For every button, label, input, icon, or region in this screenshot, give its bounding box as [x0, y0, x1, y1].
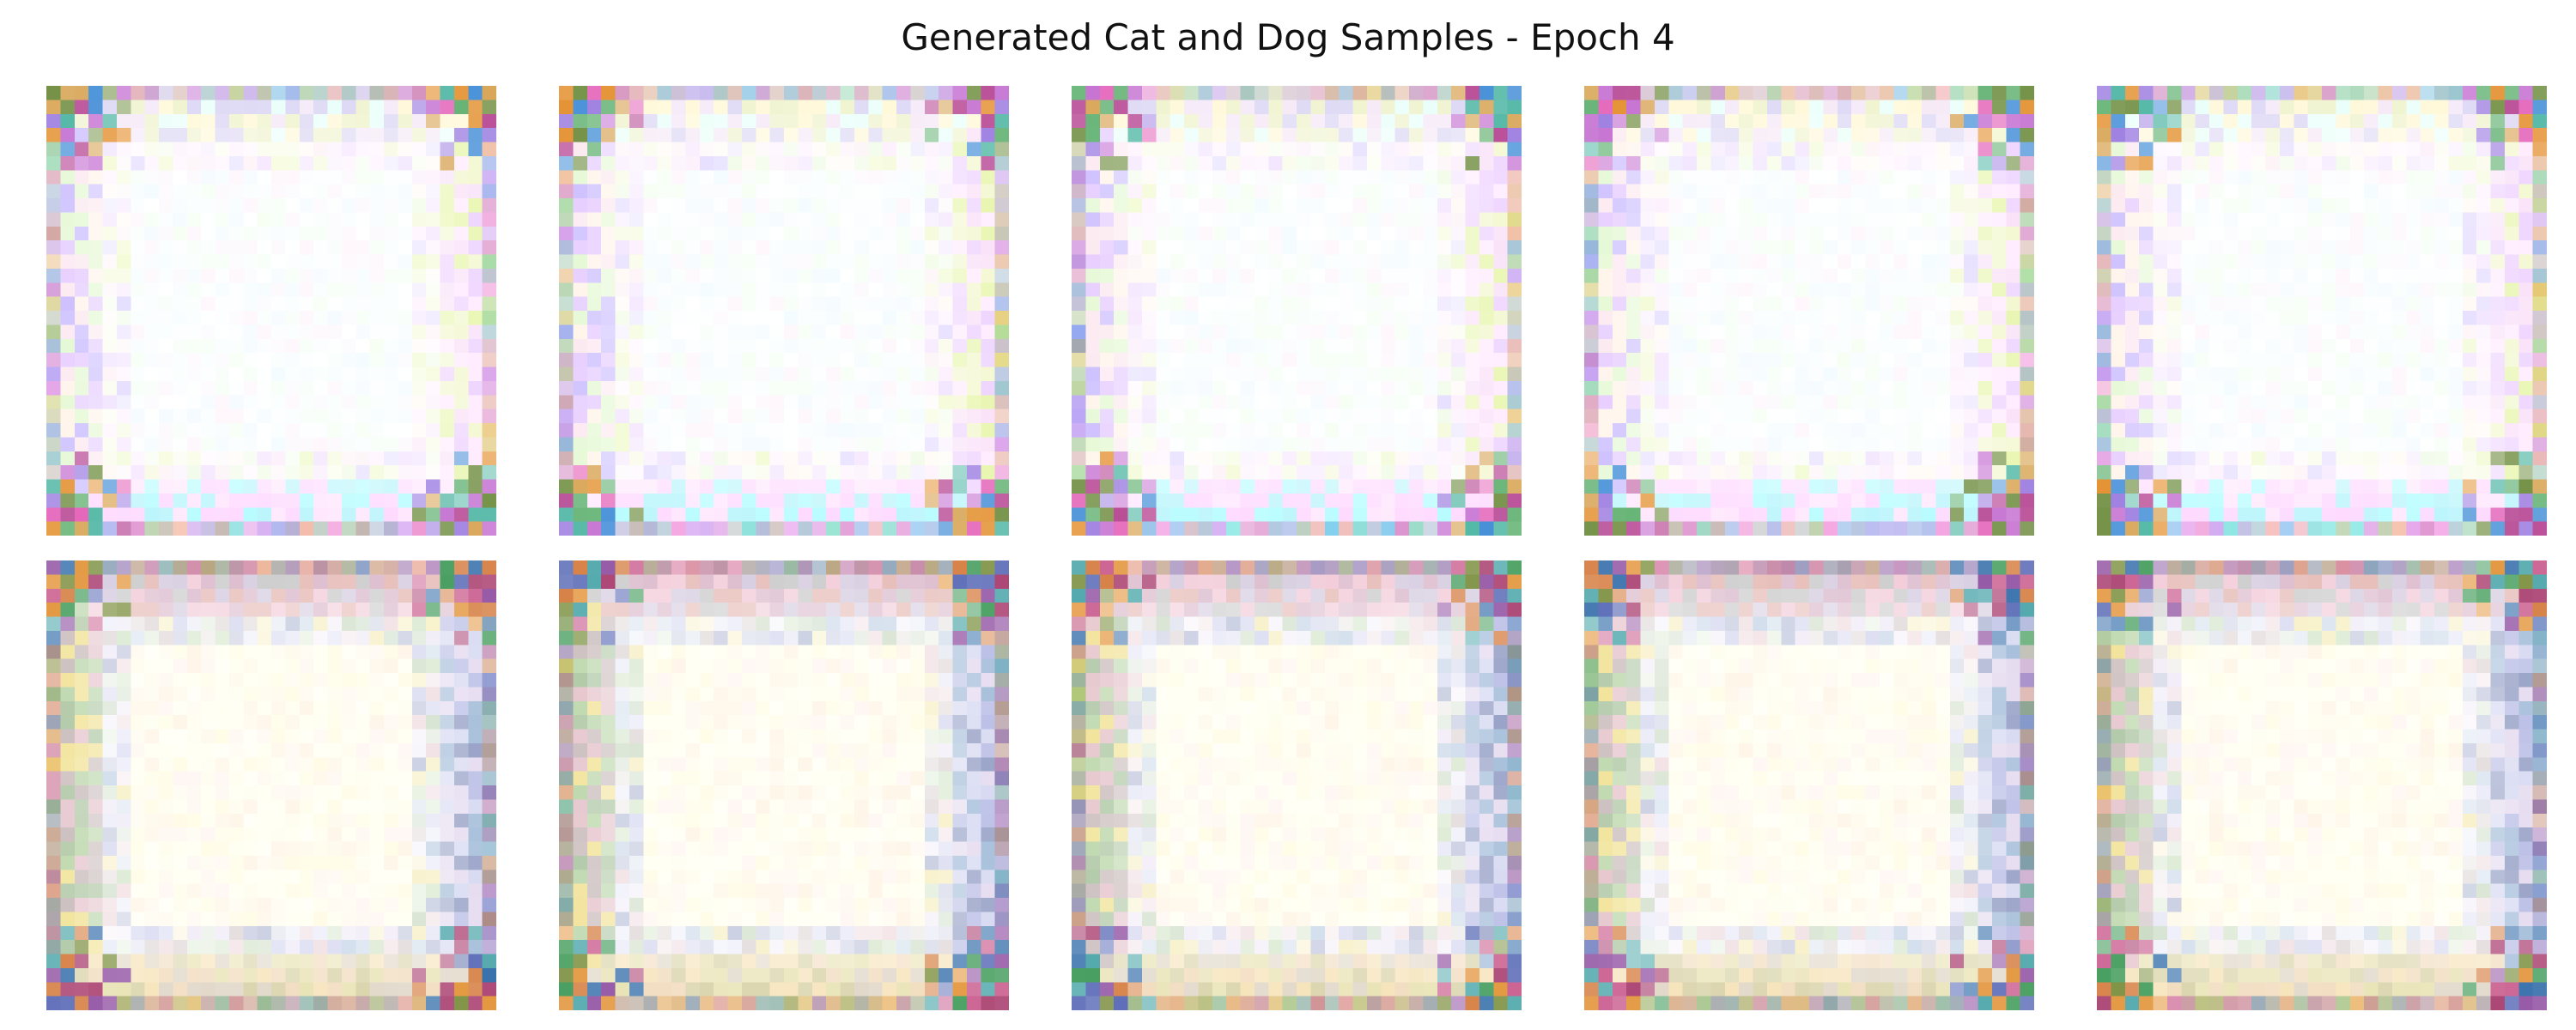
generated-sample-r1-c5: [2097, 86, 2547, 536]
generated-sample-r2-c3: [1072, 560, 1522, 1010]
generated-sample-r2-c5: [2097, 560, 2547, 1010]
generated-sample-r1-c1: [46, 86, 496, 536]
generated-sample-r1-c2: [559, 86, 1009, 536]
generated-sample-r2-c1: [46, 560, 496, 1010]
generated-sample-r1-c4: [1584, 86, 2034, 536]
figure-title: Generated Cat and Dog Samples - Epoch 4: [901, 16, 1675, 58]
generated-sample-r1-c3: [1072, 86, 1522, 536]
generated-sample-r2-c4: [1584, 560, 2034, 1010]
generated-sample-r2-c2: [559, 560, 1009, 1010]
